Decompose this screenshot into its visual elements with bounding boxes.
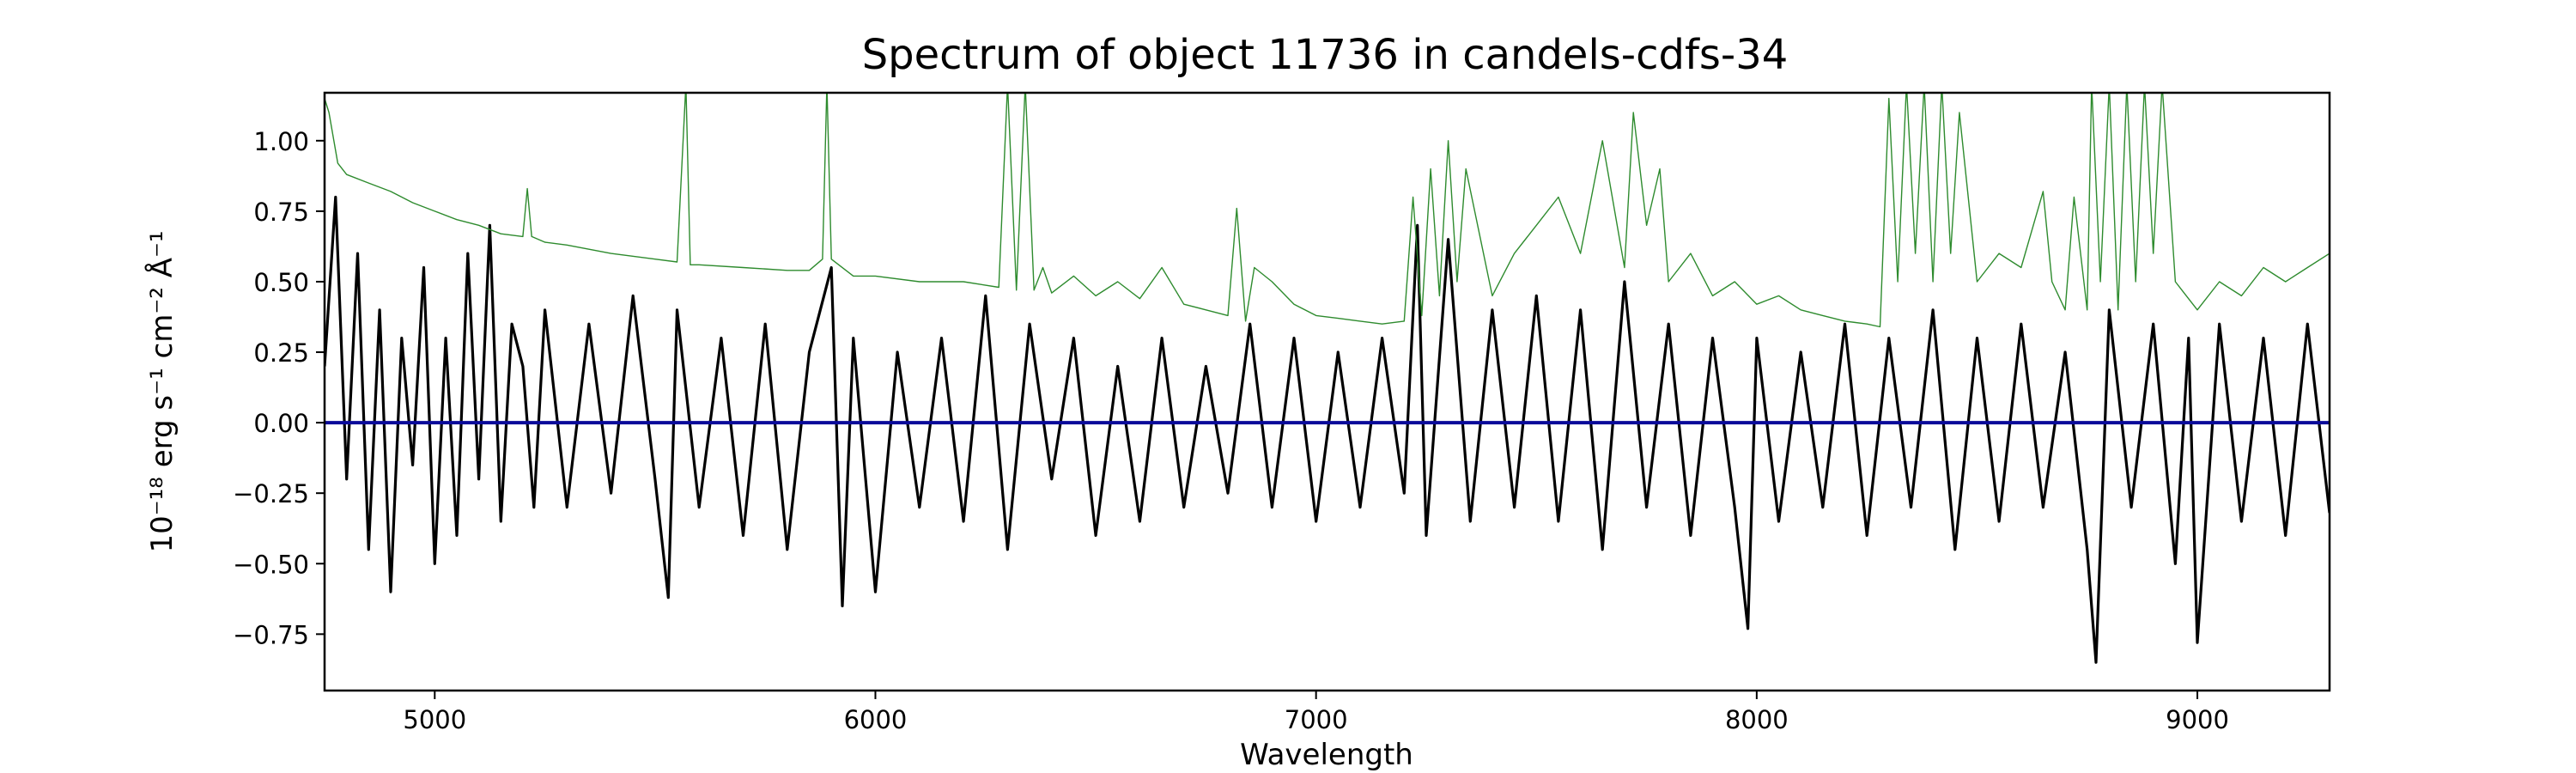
y-tick-label: 0.75 (253, 198, 309, 227)
y-tick-label: 0.00 (253, 409, 309, 438)
plot-frame (323, 91, 2331, 692)
flux-series-line (325, 195, 2330, 664)
y-tick-label: −0.75 (233, 620, 309, 649)
plot-area (323, 91, 2331, 692)
x-axis-label: Wavelength (1240, 738, 1413, 772)
y-tick-label: −0.25 (233, 479, 309, 508)
y-tick-label: 1.00 (253, 127, 309, 156)
x-tick-label: 9000 (2166, 705, 2229, 734)
error-series-line (325, 93, 2330, 328)
series-layer (325, 93, 2330, 664)
y-tick-label: −0.50 (233, 550, 309, 579)
y-tick-label: 0.50 (253, 268, 309, 297)
x-tick-label: 7000 (1285, 705, 1348, 734)
y-axis-label: 10⁻¹⁸ erg s⁻¹ cm⁻² Å⁻¹ (144, 230, 179, 552)
y-axis: −0.75 −0.50 −0.25 0.00 0.25 0.50 0.75 1.00 (233, 127, 325, 649)
x-tick-label: 5000 (403, 705, 466, 734)
chart-title: Spectrum of object 11736 in candels-cdfs… (862, 31, 1789, 79)
plot-background (325, 93, 2330, 691)
y-tick-label: 0.25 (253, 338, 309, 368)
x-tick-label: 8000 (1725, 705, 1789, 734)
x-axis: 5000 6000 7000 8000 9000 (403, 691, 2229, 734)
x-tick-label: 6000 (844, 705, 908, 734)
